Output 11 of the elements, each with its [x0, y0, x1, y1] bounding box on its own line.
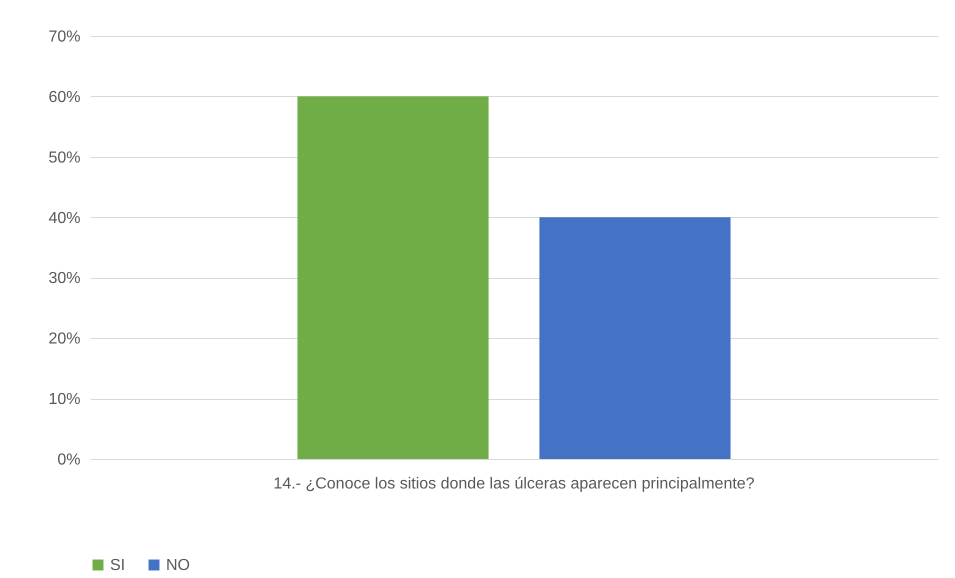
y-tick-label: 10%: [48, 391, 80, 408]
y-tick-label: 60%: [48, 88, 80, 106]
legend-label: SI: [110, 557, 126, 574]
x-tick-label: 14.- ¿Conoce los sitios donde las úlceras aparecen principalmente?: [273, 476, 755, 492]
y-tick-label: 70%: [48, 28, 80, 46]
legend-label: NO: [166, 557, 190, 574]
y-tick-label: 0%: [57, 452, 80, 468]
y-tick-label: 30%: [48, 270, 80, 288]
y-tick-label: 40%: [48, 210, 80, 227]
y-tick-label: 20%: [48, 330, 80, 348]
y-tick-label: 50%: [48, 149, 80, 166]
